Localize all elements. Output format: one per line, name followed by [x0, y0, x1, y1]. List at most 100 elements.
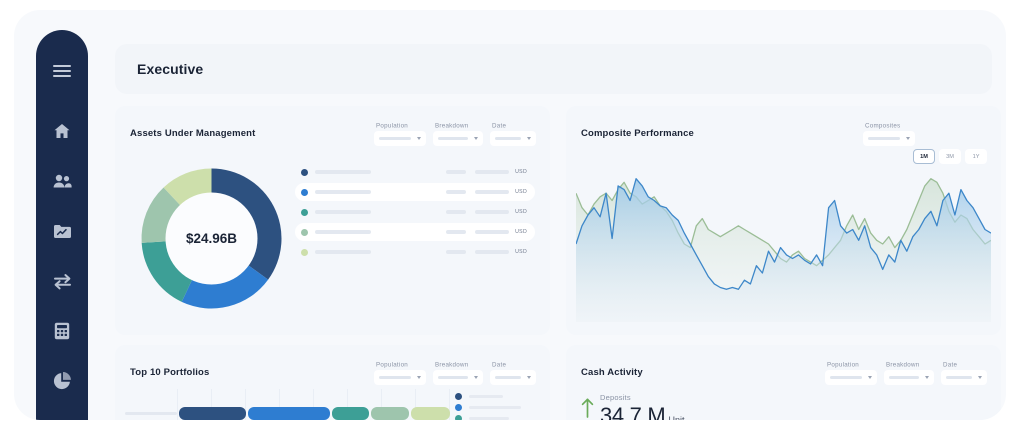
cash-metric-line: 34.7 M Unit — [600, 403, 684, 420]
donut-legend-row[interactable]: USD — [295, 183, 535, 201]
legend-unit: USD — [515, 209, 527, 215]
filter-breakdown-select[interactable] — [433, 370, 483, 385]
filter-breakdown-select[interactable] — [433, 131, 483, 146]
legend-color-dot — [301, 248, 308, 256]
filter-breakdown-value — [438, 376, 468, 379]
bar-segment[interactable] — [411, 407, 450, 420]
legend-label — [469, 405, 521, 410]
chevron-down-icon — [474, 137, 478, 140]
sidebar-item-home[interactable] — [47, 116, 77, 146]
filter-breakdown-label: Breakdown — [435, 361, 469, 368]
filter-composites-value — [868, 137, 900, 140]
filter-breakdown-value — [438, 137, 468, 140]
bar-row[interactable] — [125, 407, 450, 420]
filter-date-select[interactable] — [490, 370, 536, 385]
donut-legend: USD USD USD USD USD — [295, 163, 535, 263]
bar-legend-row[interactable] — [455, 391, 545, 402]
range-button-3m[interactable]: 3M — [939, 149, 961, 164]
donut-center-value: $24.96B — [185, 231, 238, 246]
legend-color-dot — [301, 168, 308, 176]
range-button-1y[interactable]: 1Y — [965, 149, 987, 164]
filter-date-top10: Date — [490, 361, 536, 385]
performance-svg — [575, 178, 992, 322]
grid-line — [347, 389, 348, 420]
filter-composites-select[interactable] — [863, 131, 915, 146]
sidebar — [36, 30, 88, 420]
legend-unit: USD — [515, 189, 527, 195]
filter-breakdown-value — [889, 376, 919, 379]
filter-date-value — [495, 137, 521, 140]
legend-color-dot — [455, 404, 462, 411]
trend-up-arrow-icon — [581, 397, 594, 420]
legend-amount — [475, 230, 510, 234]
grid-line — [177, 389, 178, 420]
chevron-down-icon — [868, 376, 872, 379]
home-icon — [53, 122, 71, 140]
bar-row-label — [125, 411, 177, 416]
bar-segment[interactable] — [370, 407, 410, 420]
filter-population-select[interactable] — [825, 370, 877, 385]
sidebar-item-accounting[interactable] — [47, 316, 77, 346]
filter-date-cash: Date — [941, 361, 987, 385]
bar-legend-row[interactable] — [455, 402, 545, 413]
donut-legend-row[interactable]: USD — [295, 243, 535, 261]
legend-amount — [475, 170, 510, 174]
bar-segment[interactable] — [331, 407, 369, 420]
bar-chart-legend — [455, 391, 545, 420]
sidebar-item-performance[interactable] — [47, 216, 77, 246]
filter-breakdown-top10: Breakdown — [433, 361, 483, 385]
legend-percent — [446, 250, 467, 254]
cash-kpi: Deposits 34.7 M Unit — [581, 393, 684, 420]
legend-percent — [446, 170, 467, 174]
grid-line — [279, 389, 280, 420]
performance-area-chart — [575, 152, 992, 322]
chevron-down-icon — [474, 376, 478, 379]
calculator-icon — [54, 322, 70, 340]
cash-metric-value: 34.7 M — [600, 403, 666, 420]
grid-line — [415, 389, 416, 420]
sidebar-item-allocation[interactable] — [47, 366, 77, 396]
legend-unit: USD — [515, 229, 527, 235]
performance-line — [575, 178, 992, 290]
legend-amount — [475, 250, 510, 254]
filter-population-value — [830, 376, 862, 379]
filter-breakdown-select[interactable] — [884, 370, 934, 385]
filter-date-label: Date — [492, 122, 507, 129]
filter-population: Population — [374, 122, 426, 146]
filter-date-select[interactable] — [941, 370, 987, 385]
filter-population-value — [379, 376, 411, 379]
legend-amount — [475, 210, 510, 214]
filter-population-select[interactable] — [374, 131, 426, 146]
chart-folder-icon — [53, 223, 72, 239]
card-top-10-portfolios: Top 10 Portfolios Population Breakdown — [115, 345, 550, 420]
people-icon — [53, 173, 72, 189]
bar-segment[interactable] — [179, 407, 246, 420]
filter-composites: Composites — [863, 122, 915, 146]
bar-legend-row[interactable] — [455, 413, 545, 420]
filter-date-value — [946, 376, 972, 379]
filter-breakdown-label: Breakdown — [886, 361, 920, 368]
grid-line — [313, 389, 314, 420]
card-title-cash: Cash Activity — [581, 367, 643, 378]
filter-population-label: Population — [376, 122, 409, 129]
chevron-down-icon — [527, 376, 531, 379]
bar-segment[interactable] — [247, 407, 330, 420]
sidebar-item-transactions[interactable] — [47, 266, 77, 296]
chevron-down-icon — [527, 137, 531, 140]
donut-svg — [141, 168, 282, 309]
legend-label — [315, 170, 371, 174]
filter-date-select[interactable] — [490, 131, 536, 146]
hamburger-menu-icon[interactable] — [47, 56, 77, 86]
donut-legend-row[interactable]: USD — [295, 223, 535, 241]
filter-date: Date — [490, 122, 536, 146]
range-button-1m[interactable]: 1M — [913, 149, 935, 164]
card-title-top10: Top 10 Portfolios — [130, 367, 210, 378]
filter-breakdown: Breakdown — [433, 122, 483, 146]
donut-legend-row[interactable]: USD — [295, 163, 535, 181]
chevron-down-icon — [925, 376, 929, 379]
filter-population-select[interactable] — [374, 370, 426, 385]
sidebar-item-clients[interactable] — [47, 166, 77, 196]
page-header: Executive — [115, 44, 992, 94]
sidebar-item-data[interactable] — [47, 416, 77, 420]
donut-legend-row[interactable]: USD — [295, 203, 535, 221]
